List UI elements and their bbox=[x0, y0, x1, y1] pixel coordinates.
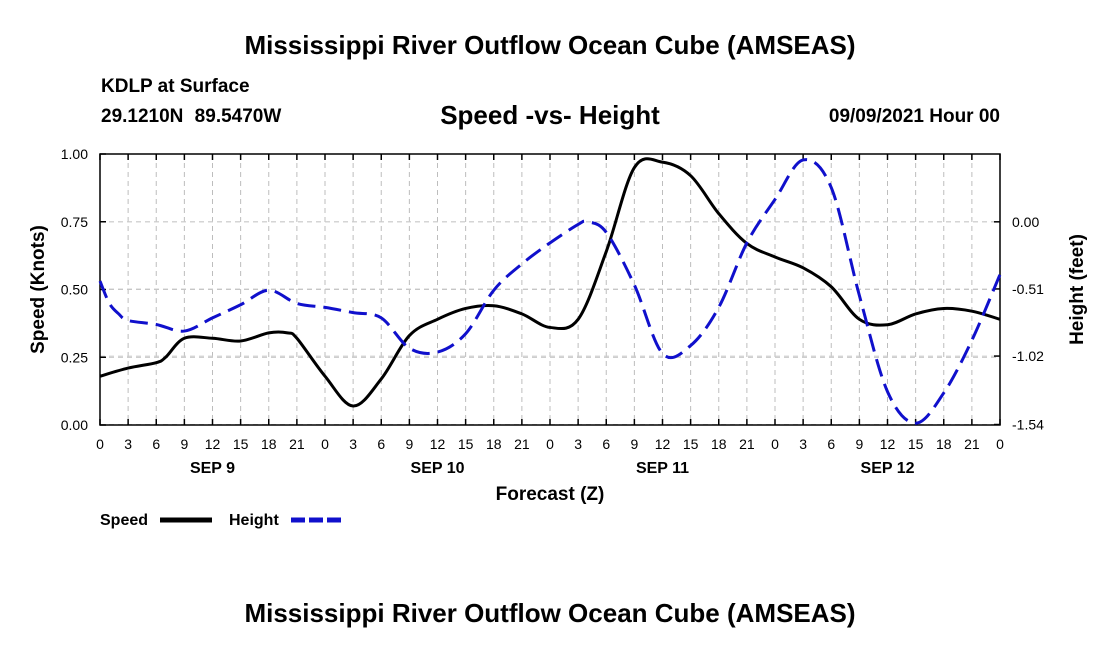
x-tick-label: 21 bbox=[514, 436, 530, 452]
x-tick-label: 18 bbox=[711, 436, 727, 452]
x-tick-label: 15 bbox=[458, 436, 474, 452]
x-tick-label: 15 bbox=[908, 436, 924, 452]
day-label: SEP 9 bbox=[190, 460, 235, 477]
x-tick-label: 12 bbox=[430, 436, 446, 452]
x-tick-label: 12 bbox=[880, 436, 896, 452]
y-tick-label: 0.25 bbox=[61, 349, 88, 365]
x-tick-label: 6 bbox=[602, 436, 610, 452]
x-tick-label: 3 bbox=[124, 436, 132, 452]
coordinates-label: 29.1210N 89.5470W bbox=[101, 106, 282, 127]
x-tick-label: 0 bbox=[771, 436, 779, 452]
legend-speed-label: Speed bbox=[100, 512, 148, 529]
x-tick-label: 0 bbox=[546, 436, 554, 452]
x-tick-label: 18 bbox=[936, 436, 952, 452]
day-label: SEP 11 bbox=[636, 460, 689, 477]
y-tick-label: 0.50 bbox=[61, 282, 88, 298]
axis-labels: 0 3 6 9 12 15 18 21 0 3 6 9 12 15 18 21 0 3 6 9 12 15 18 21 0 3 6 9… bbox=[28, 146, 1088, 505]
y-tick-label: 1.00 bbox=[61, 146, 88, 162]
x-tick-label: 21 bbox=[289, 436, 305, 452]
series-lines bbox=[98, 157, 1002, 425]
y2-tick-label: 0.00 bbox=[1012, 214, 1039, 230]
grid-lines bbox=[100, 154, 1000, 426]
x-tick-label: 6 bbox=[827, 436, 835, 452]
x-tick-label: 3 bbox=[574, 436, 582, 452]
x-tick-label: 9 bbox=[180, 436, 188, 452]
x-tick-label: 0 bbox=[321, 436, 329, 452]
x-tick-label: 0 bbox=[96, 436, 104, 452]
day-label: SEP 12 bbox=[861, 460, 915, 477]
y2-tick-label: -1.54 bbox=[1012, 417, 1044, 433]
chart-top-title: Mississippi River Outflow Ocean Cube (AM… bbox=[244, 30, 856, 60]
chart-bottom-title: Mississippi River Outflow Ocean Cube (AM… bbox=[244, 598, 856, 628]
chart-subtitle: Speed -vs- Height bbox=[440, 100, 660, 130]
x-tick-label: 6 bbox=[377, 436, 385, 452]
x-tick-label: 3 bbox=[349, 436, 357, 452]
x-tick-label: 18 bbox=[486, 436, 502, 452]
x-tick-label: 18 bbox=[261, 436, 277, 452]
legend: Speed Height bbox=[100, 512, 343, 529]
x-tick-label: 9 bbox=[630, 436, 638, 452]
x-tick-label: 21 bbox=[964, 436, 980, 452]
y2-axis-title: Height (feet) bbox=[1067, 234, 1088, 345]
x-tick-label: 9 bbox=[405, 436, 413, 452]
y2-tick-label: -1.02 bbox=[1012, 348, 1044, 364]
x-tick-label: 9 bbox=[855, 436, 863, 452]
station-label: KDLP at Surface bbox=[101, 76, 250, 97]
x-tick-label: 21 bbox=[739, 436, 755, 452]
x-tick-label: 3 bbox=[799, 436, 807, 452]
speed-series-line bbox=[99, 157, 1001, 408]
y2-tick-label: -0.51 bbox=[1012, 281, 1044, 297]
day-label: SEP 10 bbox=[411, 460, 465, 477]
x-tick-label: 0 bbox=[996, 436, 1004, 452]
height-series-line bbox=[98, 158, 1002, 425]
x-tick-label: 15 bbox=[233, 436, 249, 452]
x-tick-label: 15 bbox=[683, 436, 699, 452]
legend-height-label: Height bbox=[229, 512, 279, 529]
y-tick-label: 0.75 bbox=[61, 214, 88, 230]
forecast-datetime: 09/09/2021 Hour 00 bbox=[828, 106, 1000, 127]
x-tick-label: 6 bbox=[152, 436, 160, 452]
y-tick-label: 0.00 bbox=[61, 417, 88, 433]
x-axis-title: Forecast (Z) bbox=[496, 484, 605, 505]
y-axis-title: Speed (Knots) bbox=[28, 225, 49, 354]
x-tick-label: 12 bbox=[655, 436, 671, 452]
x-tick-label: 12 bbox=[205, 436, 221, 452]
